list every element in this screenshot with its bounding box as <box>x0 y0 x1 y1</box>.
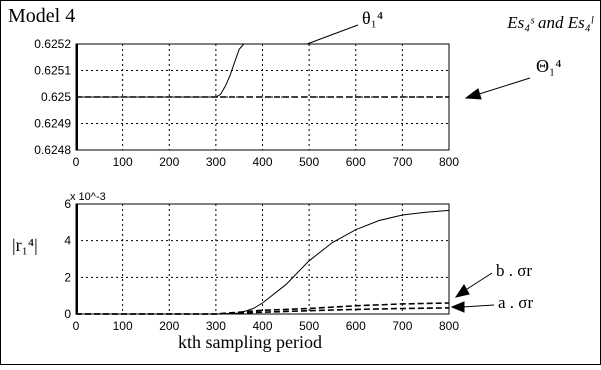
chart-panel-2: 0 100 200 300 400 500 600 700 800 0 2 4 6 <box>64 197 459 333</box>
b-sigma-annotation: b . σr <box>496 261 533 280</box>
x-tick-label: 400 <box>252 155 272 169</box>
x-tick-label: 600 <box>346 155 366 169</box>
y-tick-label: 0 <box>64 307 71 321</box>
corner-label: Es₄ˢ and Es₄ˡ <box>507 13 593 32</box>
x-tick-label: 200 <box>159 155 179 169</box>
x-tick-label: 0 <box>73 155 80 169</box>
residual-y-label: |r₁⁴| <box>12 235 38 255</box>
x-tick-label: 200 <box>159 319 179 333</box>
x-axis-label: kth sampling period <box>178 332 322 352</box>
exponent-label: x 10^-3 <box>70 191 106 203</box>
b-sigma-arrow-head <box>454 284 470 298</box>
x-tick-label: 0 <box>73 319 80 333</box>
y-tick-label: 0.6252 <box>34 37 71 51</box>
x-tick-label: 400 <box>252 319 272 333</box>
x-tick-label: 700 <box>392 155 412 169</box>
b-sigma-arrow-line <box>463 272 493 292</box>
theta-annotation: θ₁⁴ <box>362 8 384 28</box>
x-tick-label: 500 <box>299 155 319 169</box>
figure-title: Model 4 <box>8 5 76 27</box>
x-tick-label: 600 <box>346 319 366 333</box>
a-sigma-annotation: a . σr <box>498 293 534 312</box>
x-tick-label: 100 <box>113 319 133 333</box>
big-theta-arrow-line <box>475 77 531 96</box>
y-tick-label: 0.6249 <box>34 117 71 131</box>
big-theta-annotation: Θ₁⁴ <box>536 56 562 76</box>
x-tick-label: 800 <box>439 155 459 169</box>
x-tick-label: 500 <box>299 319 319 333</box>
a-sigma-arrow-line <box>461 304 495 308</box>
x-tick-label: 800 <box>439 319 459 333</box>
charts-group: 0 100 200 300 400 500 600 700 8000.62480.62490.6… <box>34 37 459 333</box>
y-tick-label: 4 <box>64 234 71 248</box>
y-tick-label: 0.625 <box>41 90 71 104</box>
x-tick-label: 300 <box>206 319 226 333</box>
y-tick-label: 0.6251 <box>34 64 71 78</box>
axes-frame <box>75 203 450 315</box>
x-tick-label: 100 <box>113 155 133 169</box>
y-tick-label: 2 <box>64 270 71 284</box>
y-tick-label: 6 <box>64 197 71 211</box>
chart-panel-1: 0 100 200 300 400 500 600 700 800 0.6248 0.6249 0.6… <box>34 37 459 169</box>
x-tick-label: 700 <box>392 319 412 333</box>
y-tick-label: 0.6248 <box>34 143 71 157</box>
big-theta-arrow-head <box>464 88 482 100</box>
axes-frame <box>75 43 450 151</box>
x-tick-label: 300 <box>206 155 226 169</box>
a-sigma-arrow-head <box>450 301 465 313</box>
